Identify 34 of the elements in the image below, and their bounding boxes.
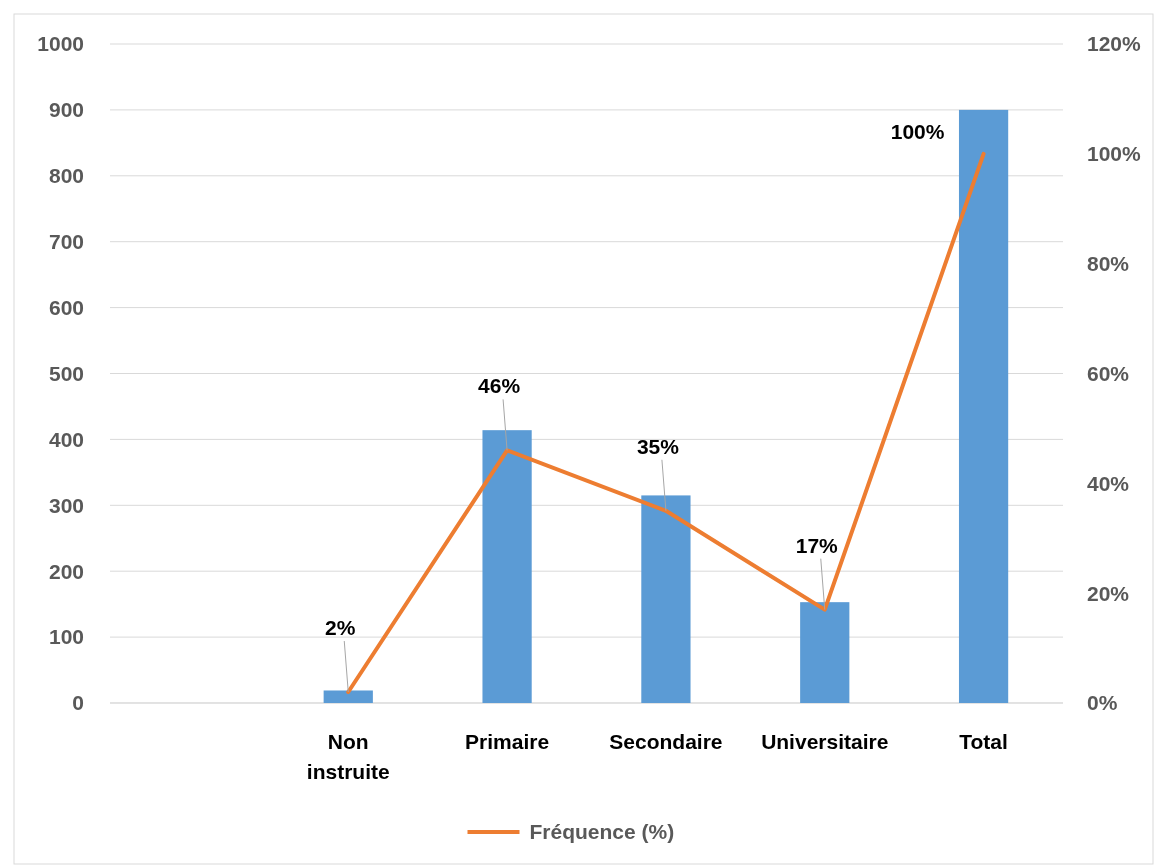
y-tick-label: 600 <box>48 295 84 319</box>
y2-tick-label: 120% <box>1087 32 1142 56</box>
bar <box>641 495 691 703</box>
y-tick-label: 700 <box>48 230 84 254</box>
x-tick-label: Universitaire <box>761 730 889 753</box>
y-tick-label: 0 <box>72 691 84 715</box>
y2-tick-label: 40% <box>1087 471 1130 495</box>
y-tick-label: 200 <box>48 559 84 583</box>
data-label: 17% <box>795 533 839 557</box>
x-tick-label: Primaire <box>465 730 550 753</box>
y-tick-label: 100 <box>48 625 84 649</box>
y2-tick-label: 80% <box>1087 252 1130 276</box>
y2-tick-label: 20% <box>1087 581 1130 605</box>
data-label: 2% <box>325 616 356 640</box>
y2-tick-label: 60% <box>1087 361 1130 385</box>
y-tick-label: 400 <box>48 427 84 451</box>
data-label: 46% <box>478 374 521 398</box>
y-tick-label: 800 <box>48 164 84 188</box>
bar <box>958 109 1009 703</box>
data-label: 35% <box>636 434 680 458</box>
y2-tick-label: 100% <box>1087 142 1142 166</box>
bar <box>482 430 532 703</box>
x-tick-label: Total <box>959 730 1008 753</box>
x-tick-label: Secondaire <box>609 730 723 753</box>
legend-label: Fréquence (%) <box>529 820 675 844</box>
y2-tick-label: 0% <box>1087 691 1118 715</box>
bar <box>323 690 373 703</box>
bar <box>800 602 850 703</box>
data-label: 100% <box>890 119 945 143</box>
y-tick-label: 900 <box>48 98 84 122</box>
x-tick-label: Non instruite <box>306 730 390 783</box>
y-tick-label: 1000 <box>37 32 84 56</box>
y-tick-label: 300 <box>48 493 84 517</box>
y-tick-label: 500 <box>48 361 84 385</box>
